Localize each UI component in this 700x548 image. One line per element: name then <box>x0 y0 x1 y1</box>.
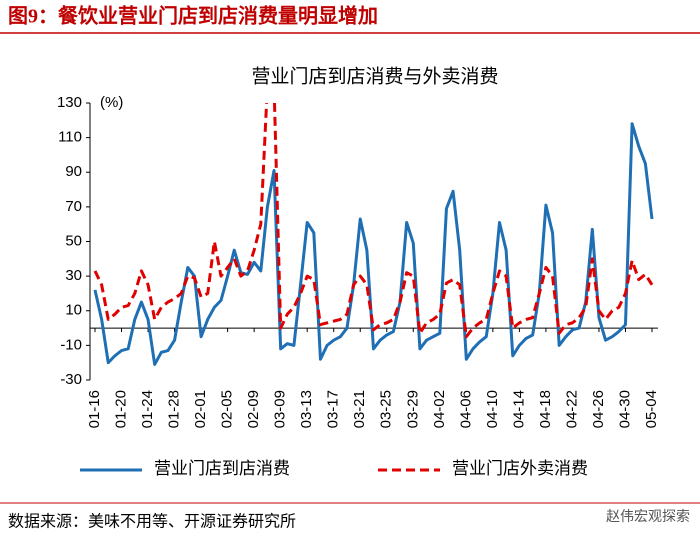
x-tick-label: 04-14 <box>510 390 527 428</box>
x-tick-label: 01-16 <box>86 390 103 428</box>
y-tick-label: 10 <box>65 302 82 319</box>
x-tick-label: 05-04 <box>643 390 660 428</box>
y-tick-label: 130 <box>57 94 82 111</box>
chart-title: 营业门店到店消费与外卖消费 <box>251 65 498 87</box>
x-tick-label: 01-24 <box>139 390 156 428</box>
x-tick-label: 03-21 <box>351 390 368 428</box>
x-tick-label: 03-29 <box>404 390 421 428</box>
y-tick-label: 110 <box>58 129 82 146</box>
x-tick-label: 02-05 <box>219 390 236 428</box>
x-tick-label: 04-26 <box>590 390 607 428</box>
figure-title: 图9：餐饮业营业门店到店消费量明显增加 <box>8 4 378 28</box>
y-tick-label: 70 <box>65 198 82 215</box>
x-tick-label: 04-02 <box>431 390 448 428</box>
x-tick-label: 04-18 <box>537 390 554 428</box>
series-line <box>93 122 654 366</box>
x-tick-label: 01-28 <box>166 390 183 428</box>
y-axis-label: (%) <box>100 94 123 111</box>
x-tick-label: 03-25 <box>378 390 395 428</box>
y-tick-label: -10 <box>60 336 82 353</box>
x-tick-label: 02-09 <box>245 390 262 428</box>
x-tick-label: 04-30 <box>616 390 633 428</box>
x-tick-label: 01-20 <box>112 390 129 428</box>
x-tick-label: 03-13 <box>298 390 315 428</box>
y-tick-label: 30 <box>65 267 82 284</box>
x-tick-label: 04-10 <box>484 390 501 428</box>
y-tick-label: 50 <box>65 232 82 249</box>
watermark: 赵伟宏观探索 <box>606 508 690 525</box>
legend-label: 营业门店外卖消费 <box>452 459 588 478</box>
x-tick-label: 04-22 <box>563 390 580 428</box>
y-tick-label: -30 <box>60 371 82 388</box>
x-tick-label: 03-17 <box>325 390 342 428</box>
x-tick-label: 04-06 <box>457 390 474 428</box>
x-tick-label: 03-09 <box>272 390 289 428</box>
plot-area <box>93 103 654 366</box>
series-line <box>93 103 654 339</box>
y-tick-label: 90 <box>65 163 82 180</box>
x-tick-label: 02-01 <box>192 390 209 428</box>
legend-label: 营业门店到店消费 <box>154 459 290 478</box>
source: 数据来源：美味不用等、开源证券研究所 <box>8 513 296 531</box>
